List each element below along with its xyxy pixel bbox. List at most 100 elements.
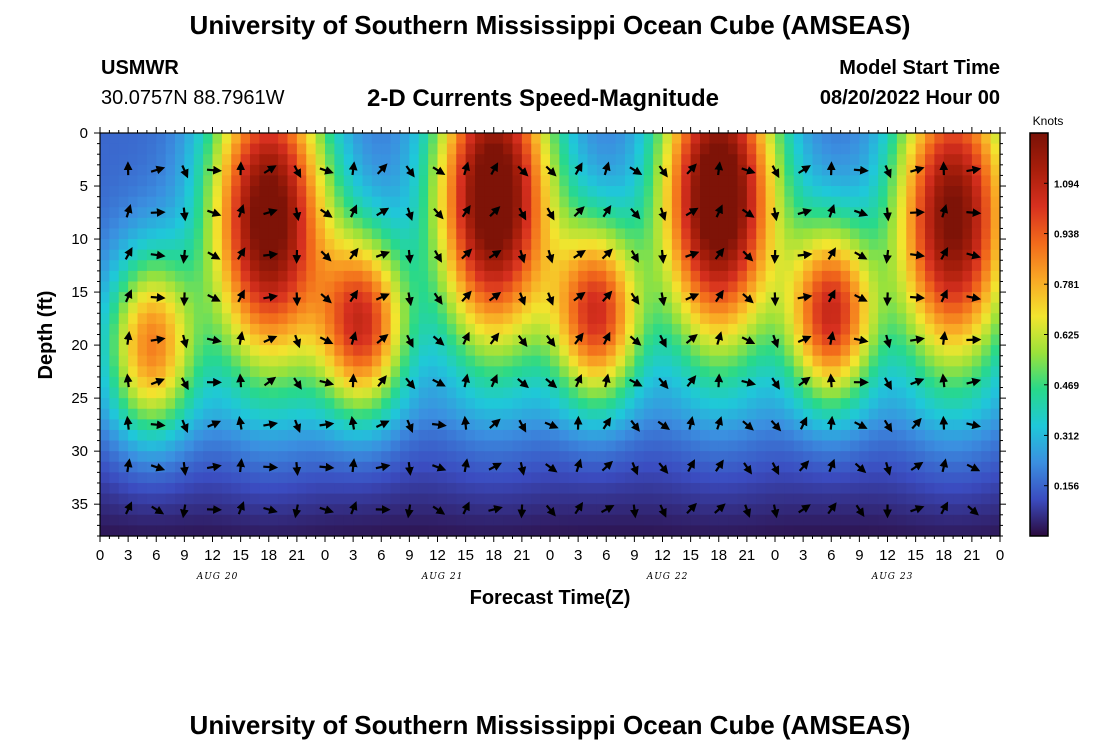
heatmap-cell (953, 217, 964, 230)
heatmap-cell (831, 429, 842, 442)
heatmap-cell (671, 313, 682, 325)
heatmap-cell (400, 196, 410, 208)
heatmap-cell (484, 323, 495, 336)
heatmap-cell (784, 514, 795, 526)
heatmap-cell (240, 504, 251, 516)
heatmap-cell (193, 228, 204, 240)
heatmap-cell (390, 154, 401, 166)
heatmap-cell (521, 525, 532, 537)
heatmap-cell (315, 143, 326, 155)
heatmap-cell (503, 313, 514, 325)
heatmap-cell (240, 186, 251, 198)
heatmap-cell (756, 461, 767, 473)
heatmap-cell (521, 440, 532, 452)
heatmap-cell (343, 429, 354, 442)
heatmap-cell (953, 239, 964, 251)
heatmap-cell (165, 281, 176, 293)
heatmap-cell (756, 387, 767, 399)
heatmap-cell (193, 398, 204, 410)
heatmap-cell (465, 451, 476, 463)
heatmap-cell (493, 419, 504, 431)
heatmap-cell (962, 387, 973, 399)
heatmap-cell (409, 387, 420, 399)
heatmap-cell (118, 249, 129, 261)
heatmap-cell (765, 154, 776, 166)
heatmap-cell (737, 133, 748, 145)
heatmap-cell (915, 260, 926, 272)
heatmap-cell (203, 366, 214, 378)
heatmap-cell (109, 504, 120, 516)
heatmap-cell (831, 133, 842, 145)
heatmap-cell (943, 451, 954, 463)
heatmap-cell (146, 482, 157, 495)
heatmap-cell (353, 345, 364, 357)
heatmap-cell (643, 355, 654, 367)
heatmap-cell (681, 207, 692, 219)
heatmap-cell (165, 154, 176, 166)
heatmap-cell (606, 334, 617, 346)
heatmap-cell (428, 514, 439, 526)
heatmap-cell (925, 525, 935, 537)
heatmap-cell (503, 217, 514, 230)
heatmap-cell (831, 419, 842, 431)
heatmap-cell (821, 482, 832, 495)
heatmap-cell (137, 239, 148, 251)
y-tick-label: 5 (80, 178, 88, 195)
heatmap-cell (512, 408, 523, 420)
heatmap-cell (728, 525, 739, 537)
heatmap-cell (353, 451, 364, 463)
heatmap-cell (325, 175, 335, 187)
heatmap-cell (821, 281, 832, 293)
heatmap-cell (821, 408, 832, 420)
heatmap-cell (821, 387, 832, 399)
heatmap-cell (831, 482, 842, 495)
heatmap-cell (906, 525, 917, 537)
heatmap-cell (353, 143, 364, 155)
heatmap-cell (381, 164, 392, 177)
heatmap-cell (606, 249, 617, 261)
heatmap-cell (953, 387, 964, 399)
heatmap-cell (596, 525, 607, 537)
heatmap-cell (503, 366, 514, 378)
heatmap-cell (184, 154, 195, 166)
heatmap-cell (859, 228, 870, 240)
heatmap-cell (709, 292, 720, 304)
heatmap-cell (821, 461, 832, 473)
heatmap-cell (793, 398, 804, 410)
heatmap-cell (165, 302, 176, 314)
heatmap-cell (146, 302, 157, 314)
heatmap-cell (128, 482, 139, 495)
heatmap-cell (512, 472, 523, 484)
heatmap-cell (371, 313, 382, 325)
heatmap-cell (775, 451, 785, 463)
heatmap-cell (653, 154, 664, 166)
heatmap-cell (840, 270, 851, 283)
heatmap-cell (296, 419, 307, 431)
heatmap-cell (259, 228, 270, 240)
heatmap-cell (990, 451, 1001, 463)
heatmap-cell (850, 186, 860, 198)
heatmap-cell (259, 408, 270, 420)
heatmap-cell (765, 133, 776, 145)
heatmap-cell (671, 239, 682, 251)
heatmap-cell (128, 440, 139, 452)
heatmap-cell (287, 514, 298, 526)
heatmap-cell (343, 143, 354, 155)
heatmap-cell (156, 345, 167, 357)
heatmap-cell (728, 217, 739, 230)
heatmap-cell (775, 164, 785, 177)
heatmap-cell (718, 133, 729, 145)
heatmap-cell (971, 429, 982, 442)
heatmap-cell (400, 249, 410, 261)
heatmap-cell (268, 398, 279, 410)
heatmap-cell (400, 228, 410, 240)
heatmap-cell (409, 472, 420, 484)
heatmap-cell (287, 482, 298, 495)
heatmap-cell (371, 175, 382, 187)
heatmap-cell (681, 228, 692, 240)
heatmap-cell (325, 323, 335, 336)
heatmap-cell (981, 175, 992, 187)
heatmap-cell (615, 376, 626, 389)
heatmap-cell (709, 376, 720, 389)
heatmap-cell (306, 355, 317, 367)
